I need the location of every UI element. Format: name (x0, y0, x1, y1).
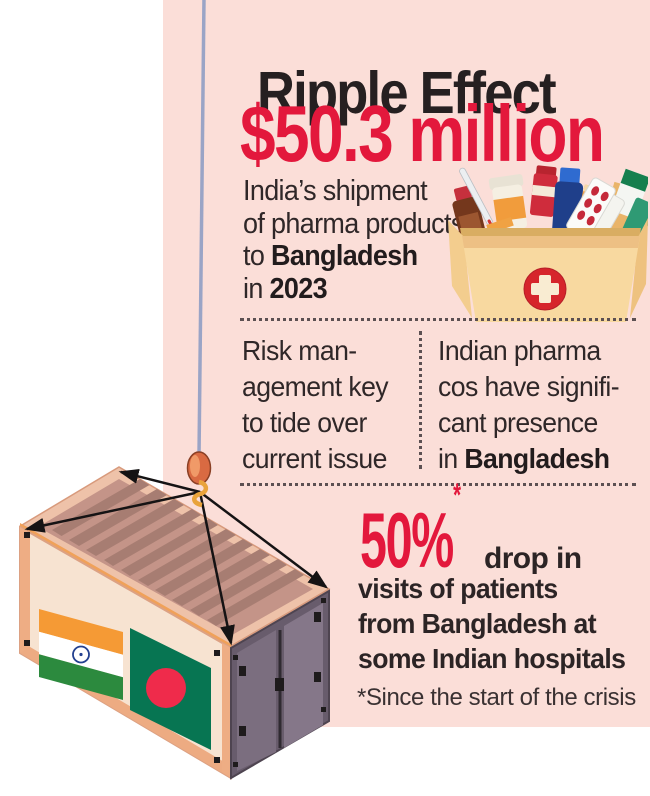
drop-description: visits of patients from Bangladesh at so… (358, 573, 626, 674)
desc-line4: in (243, 272, 263, 305)
note-risk-management: Risk man- agement key to tide over curre… (242, 335, 389, 474)
dotted-divider-top (240, 318, 636, 321)
container-top-face (20, 466, 331, 654)
footnote: *Since the start of the crisis (357, 684, 636, 711)
container-top-corrugation (52, 479, 304, 626)
note-pharma-presence: Indian pharma cos have signifi- cant pre… (438, 335, 620, 474)
hook-icon (192, 479, 209, 508)
dotted-divider-bottom (240, 483, 636, 486)
crane-cable-and-hook (186, 0, 212, 508)
container-side-face (19, 525, 232, 780)
desc-line3-bold: Bangladesh (271, 240, 418, 272)
pill-jar-icon (488, 174, 528, 232)
shipment-description: India’s shipment of pharma products to B… (243, 175, 464, 305)
desc-line3: to (243, 240, 265, 272)
drop-suffix: drop in (484, 542, 582, 575)
container-door-face (230, 589, 330, 780)
dotted-divider-vertical (419, 331, 422, 469)
container-corner-castings (24, 532, 220, 763)
india-flag (39, 609, 123, 700)
ashoka-chakra (72, 645, 90, 664)
medical-cross-icon (523, 267, 567, 311)
lifting-cables (24, 469, 328, 646)
door-hinges (233, 598, 326, 767)
desc-line2: of pharma products (243, 207, 464, 240)
shipping-container-illustration (19, 0, 331, 780)
headline: Ripple Effect (257, 59, 557, 126)
bangladesh-flag (130, 628, 211, 750)
pharma-box-illustration (448, 165, 648, 322)
drop-percentage: 50%* (360, 475, 461, 584)
desc-line4-bold: 2023 (269, 272, 328, 305)
desc-line1: India’s shipment (243, 175, 428, 207)
footnote-marker: * (453, 475, 461, 513)
shipment-value: $50.3 million (240, 89, 605, 178)
cardboard-box (448, 218, 648, 322)
red-jar-icon (529, 165, 558, 217)
